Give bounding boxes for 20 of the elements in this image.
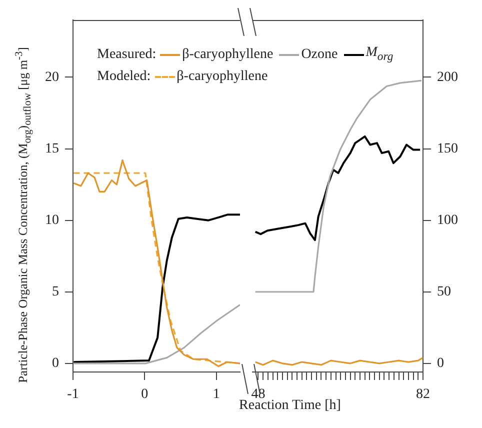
x-tick-label: 82: [416, 387, 430, 402]
annotation: Measured:: [97, 46, 156, 64]
y-tick-label: 15: [45, 141, 59, 156]
y-tick-label: 5: [52, 284, 59, 300]
x-tick-label: 1: [212, 387, 220, 402]
y2-tick-label: 150: [437, 141, 458, 156]
legend-label: Ozone: [301, 46, 338, 64]
legend-label: β-caryophyllene: [176, 68, 268, 86]
legend-label: M$_{org}$: [366, 44, 394, 65]
y-tick-label: 10: [45, 212, 59, 228]
x-tick-label: -1: [67, 387, 79, 402]
y-tick-label: 20: [45, 70, 59, 85]
y2-tick-label: 200: [437, 70, 458, 85]
y2-tick-label: 50: [437, 284, 451, 300]
y2-tick-label: 0: [437, 356, 444, 372]
y-tick-label: 0: [52, 356, 59, 372]
y2-tick-label: 100: [437, 212, 458, 228]
legend-label: β-caryophyllene: [182, 46, 274, 64]
x-tick-label: 0: [141, 387, 148, 402]
annotation: Modeled:: [97, 68, 151, 86]
